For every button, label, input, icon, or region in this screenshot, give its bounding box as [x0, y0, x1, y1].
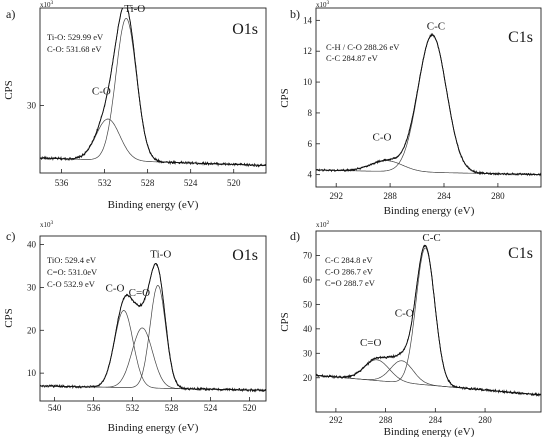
x-tick-label: 280 — [478, 415, 492, 425]
y-axis-label: CPS — [279, 88, 291, 108]
x-tick-label: 536 — [55, 178, 69, 188]
y-multiplier: x103 — [40, 220, 54, 229]
y-tick-label: 20 — [27, 325, 37, 335]
x-tick-label: 536 — [87, 403, 101, 413]
x-tick-label: 532 — [126, 403, 140, 413]
x-tick-label: 284 — [429, 415, 443, 425]
peak-label: C-C — [427, 21, 445, 33]
plot-frame — [39, 7, 267, 174]
panel-title: O1s — [232, 247, 258, 264]
x-tick-label: 524 — [184, 178, 198, 188]
x-tick-label: 540 — [48, 403, 62, 413]
experimental-spectrum — [316, 244, 541, 397]
peak-label: C-O — [373, 132, 392, 144]
y-tick-label: 6 — [308, 139, 313, 149]
plot-frame — [39, 235, 267, 402]
x-tick-label: 292 — [329, 191, 343, 201]
binding-energy-note: C-O: 531.68 eV — [47, 44, 102, 54]
y-multiplier: x103 — [316, 0, 330, 9]
panel-title: C1s — [508, 29, 533, 46]
y-tick-label: 20 — [303, 373, 313, 383]
binding-energy-note: C-O 286.7 eV — [325, 267, 374, 277]
xps-panel-2: 292 288 284 280 4 6 8 10 12 14 C-O C-C C-H / C-O 288… — [279, 0, 542, 217]
panel-label: c) — [6, 229, 15, 243]
component-peak-c-o — [40, 310, 266, 391]
y-axis-label: CPS — [3, 80, 15, 100]
panel-label: d) — [290, 229, 300, 243]
peak-label: C-O — [92, 85, 111, 97]
y-tick-label: 10 — [27, 368, 37, 378]
plot-frame — [315, 7, 542, 188]
xps-panel-4: 292 288 284 280 20 30 40 50 60 70 C=O C-O C-C C-C 284… — [279, 220, 542, 437]
x-axis-label: Binding energy (eV) — [108, 199, 199, 211]
xps-panel-1: 536 532 528 524 520 30 C-O Ti-O Ti-O: 529.99 eV C… — [3, 0, 267, 211]
x-tick-label: 292 — [329, 415, 343, 425]
y-tick-label: 30 — [27, 101, 37, 111]
y-tick-label: 70 — [303, 250, 313, 260]
binding-energy-note: C-C 284.8 eV — [325, 255, 373, 265]
peak-label: Ti-O — [124, 3, 145, 15]
component-peak-c-o — [316, 360, 541, 396]
y-tick-label: 10 — [303, 77, 313, 87]
binding-energy-note: C-C 284.87 eV — [326, 53, 379, 63]
y-multiplier: x103 — [40, 0, 54, 9]
x-tick-label: 280 — [491, 191, 505, 201]
plot-frame — [315, 230, 542, 413]
peak-label: Ti-O — [150, 248, 171, 260]
y-tick-label: 30 — [27, 282, 37, 292]
y-axis-label: CPS — [3, 308, 15, 328]
x-axis-label: Binding energy (eV) — [384, 205, 475, 217]
y-tick-label: 12 — [303, 46, 312, 56]
x-tick-label: 288 — [383, 191, 397, 201]
peak-label: C-O — [106, 283, 125, 295]
experimental-spectrum — [40, 8, 266, 168]
xps-panel-3: 540 536 532 528 524 520 10 20 30 40 C-O C=O Ti-O TiO:… — [3, 220, 267, 434]
panel-title: O1s — [232, 21, 258, 38]
x-tick-label: 284 — [437, 191, 451, 201]
peak-label: C=O — [360, 337, 382, 349]
peak-label: C-O — [395, 308, 414, 320]
x-tick-label: 520 — [243, 403, 257, 413]
x-tick-label: 520 — [227, 178, 241, 188]
peak-label: C=O — [129, 287, 151, 299]
binding-energy-note: Ti-O: 529.99 eV — [47, 32, 104, 42]
y-tick-label: 40 — [27, 240, 37, 250]
panel-title: C1s — [508, 245, 533, 262]
panel-label: a) — [6, 7, 15, 21]
x-tick-label: 528 — [165, 403, 179, 413]
y-tick-label: 4 — [308, 170, 313, 180]
y-axis-label: CPS — [279, 312, 291, 332]
experimental-spectrum — [40, 263, 266, 393]
x-tick-label: 532 — [98, 178, 112, 188]
x-axis-label: Binding energy (eV) — [384, 426, 475, 437]
binding-energy-note: C=O: 531.0eV — [47, 267, 98, 277]
y-tick-label: 50 — [303, 299, 313, 309]
binding-energy-note: C=O 288.7 eV — [325, 278, 376, 288]
x-tick-label: 528 — [141, 178, 155, 188]
component-peak-c-o — [316, 160, 541, 176]
binding-energy-note: C-O 532.9 eV — [47, 279, 96, 289]
panel-label: b) — [290, 7, 300, 21]
x-axis-label: Binding energy (eV) — [108, 422, 199, 434]
component-peak-ti-o — [40, 285, 266, 391]
y-tick-label: 30 — [303, 348, 313, 358]
y-tick-label: 8 — [308, 108, 313, 118]
y-tick-label: 40 — [303, 324, 313, 334]
experimental-spectrum — [316, 32, 541, 177]
binding-energy-note: C-H / C-O 288.26 eV — [326, 42, 400, 52]
x-tick-label: 288 — [379, 415, 393, 425]
y-tick-label: 60 — [303, 275, 313, 285]
component-peak-c-o — [40, 327, 266, 391]
y-multiplier: x102 — [316, 220, 330, 229]
peak-label: C-C — [422, 232, 440, 244]
x-tick-label: 524 — [204, 403, 218, 413]
y-tick-label: 14 — [303, 15, 313, 25]
binding-energy-note: TiO: 529.4 eV — [47, 255, 97, 265]
